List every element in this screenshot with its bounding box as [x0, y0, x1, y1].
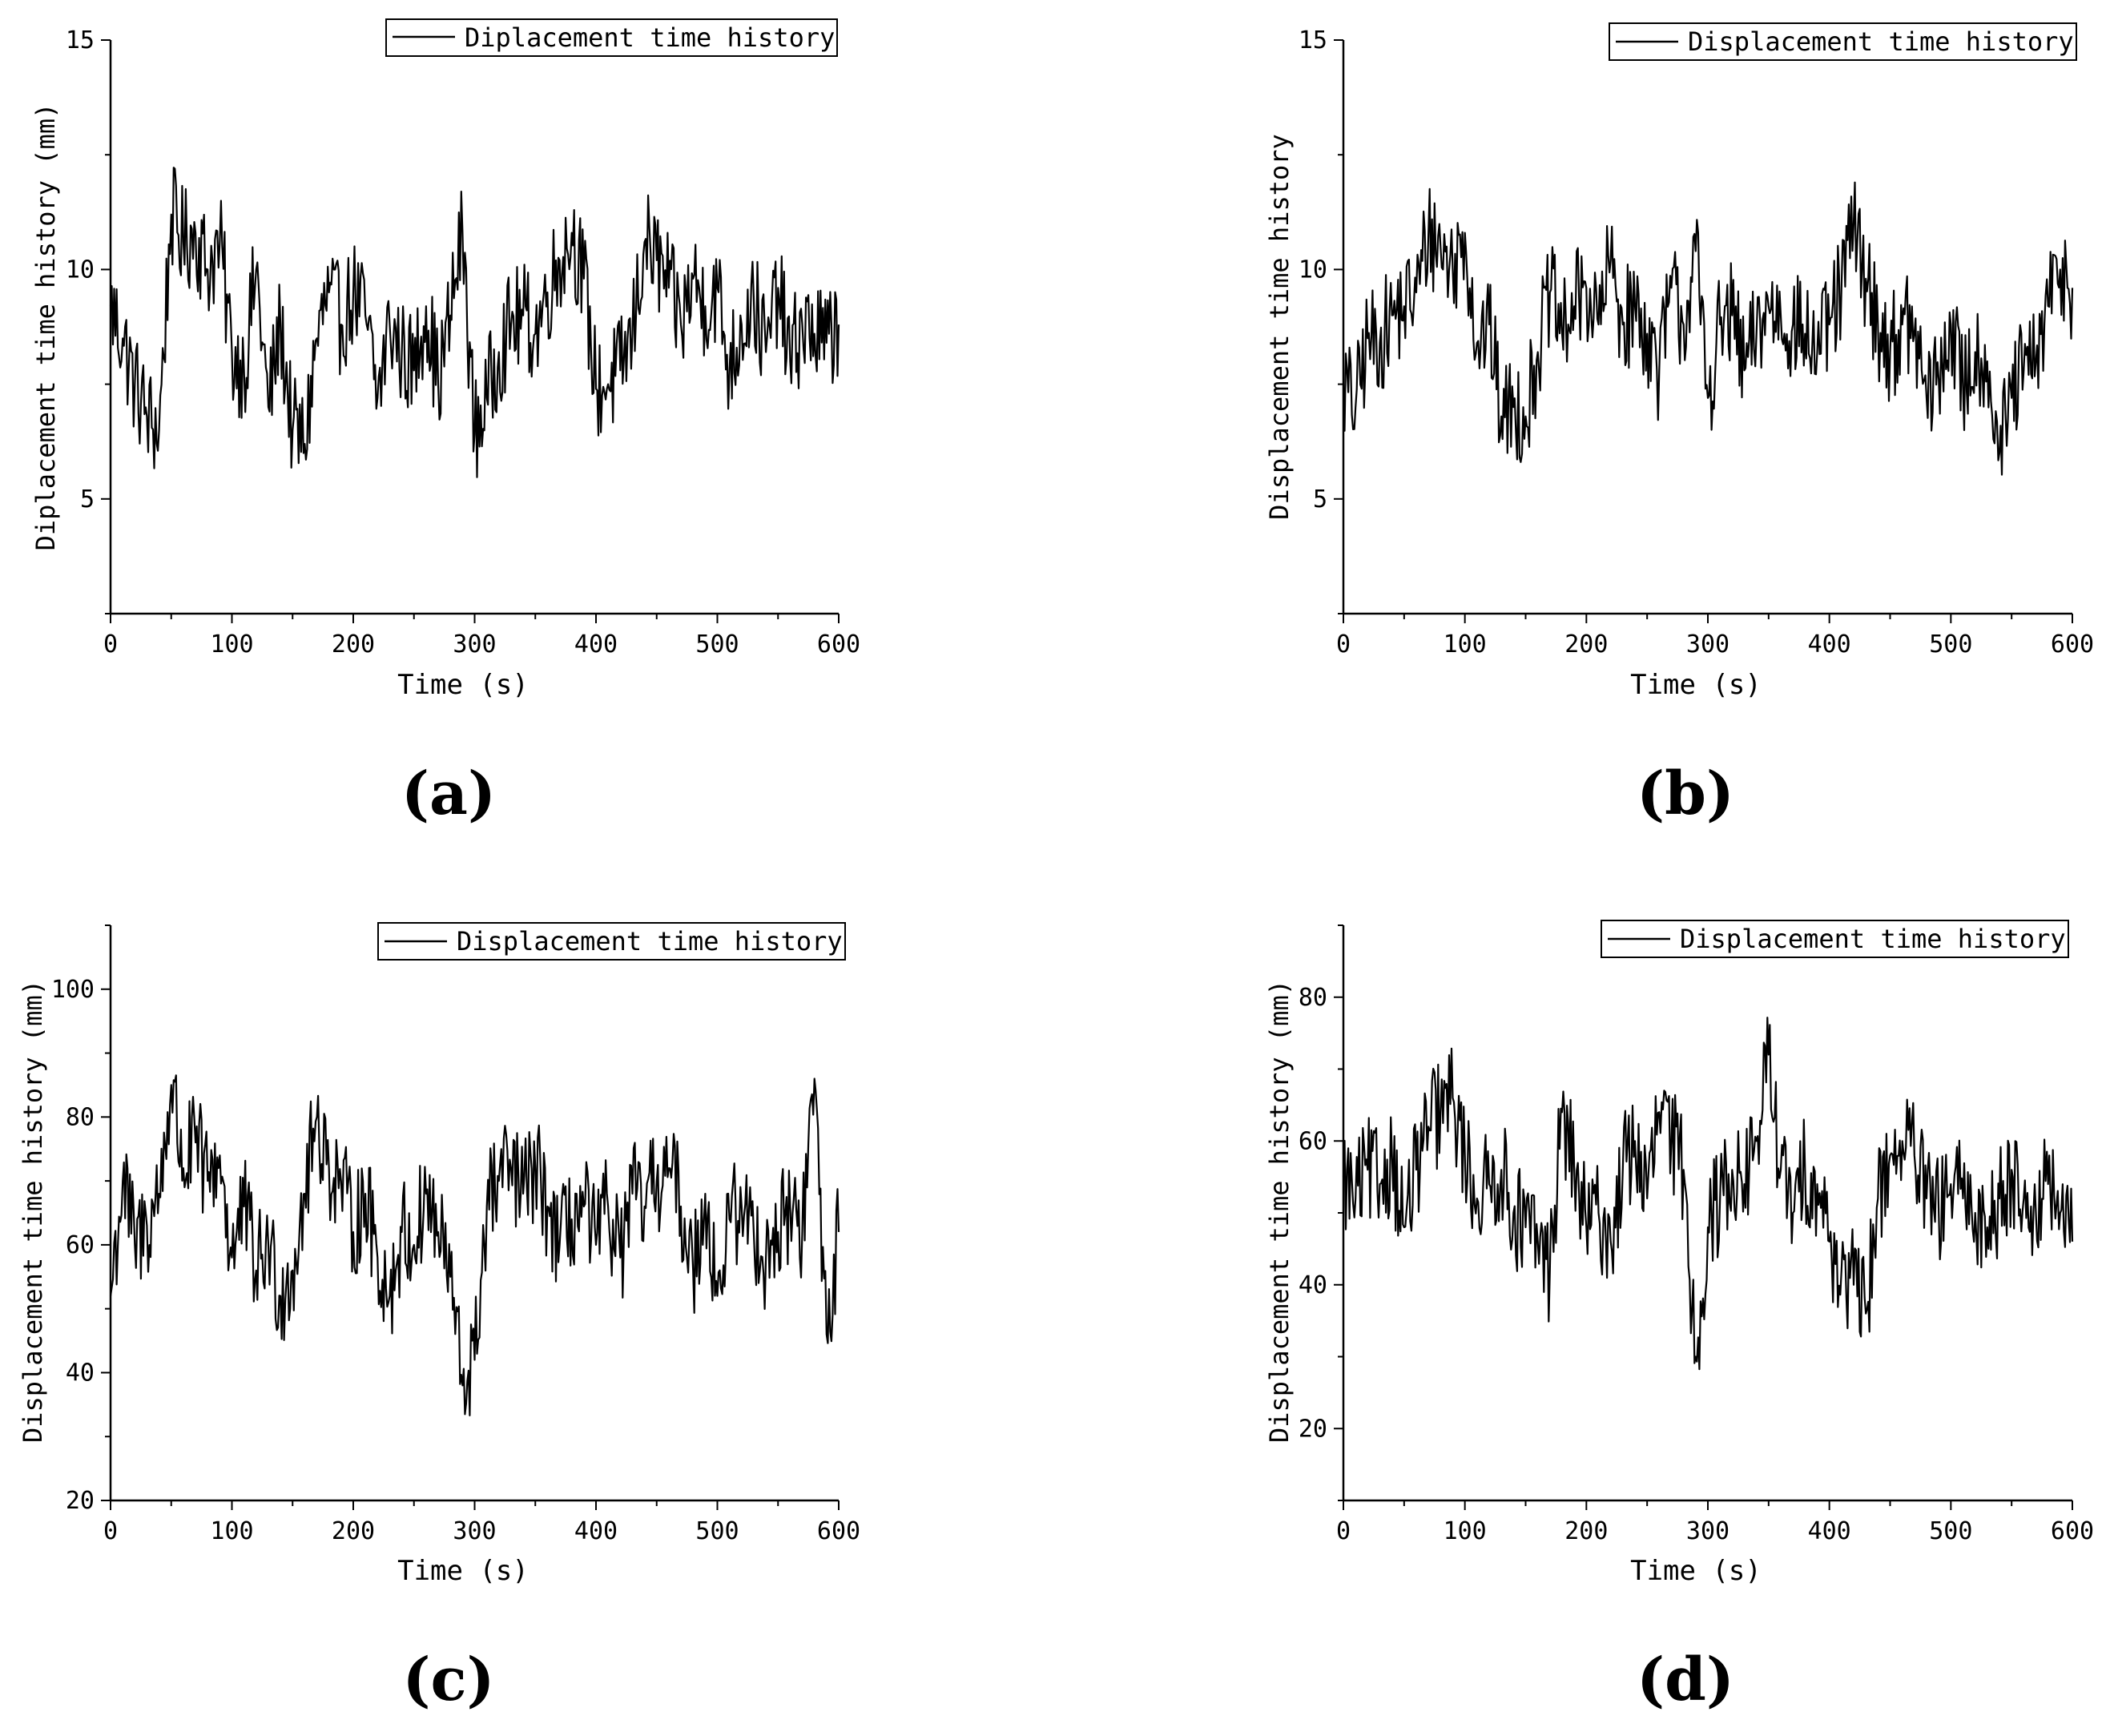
y-tick-label: 40: [1299, 1271, 1327, 1299]
y-tick-label: 20: [66, 1487, 95, 1515]
x-tick-label: 300: [453, 630, 496, 659]
series-line: [1342, 1017, 2074, 1371]
axes-b: 0 100 200 300 400 500 600 5 10 15: [1299, 26, 2094, 659]
y-tick-label: 100: [51, 976, 95, 1004]
y-axis-title-d: Displacement time history (mm): [1264, 980, 1295, 1443]
x-tick-label: 300: [1686, 1517, 1729, 1545]
axes-d: 0 100 200 300 400 500 600 20 40 60 80: [1299, 924, 2094, 1545]
x-tick-label: 500: [695, 1517, 739, 1545]
x-tick-label: 100: [210, 630, 253, 659]
legend-b: Displacement time history: [1609, 22, 2077, 61]
x-tick-label: 0: [103, 1517, 118, 1545]
x-tick-label: 500: [695, 630, 739, 659]
series-line-d: [1342, 1017, 2074, 1371]
y-axis-title-b: Displacement time history: [1264, 134, 1295, 520]
x-tick-label: 600: [817, 1517, 860, 1545]
x-tick-label: 100: [210, 1517, 253, 1545]
x-tick-label: 0: [1336, 630, 1351, 659]
legend-box-a: [385, 18, 838, 57]
panel-label-c: (c): [402, 1645, 494, 1714]
series-line: [109, 167, 840, 478]
y-tick-label: 60: [66, 1231, 95, 1259]
x-tick-label: 600: [2051, 630, 2094, 659]
y-tick-label: 40: [66, 1359, 95, 1387]
legend-c: Displacement time history: [377, 922, 846, 961]
y-tick-label: 5: [80, 485, 95, 514]
axes-c: 0 100 200 300 400 500 600 20 40 60 80 100: [51, 924, 860, 1545]
legend-box-b: [1609, 22, 2077, 61]
chart-panel-c: 0 100 200 300 400 500 600 20 40 60 80 100 Displacem…: [18, 922, 860, 1714]
legend-box-c: [377, 922, 846, 961]
panel-label-a: (a): [401, 759, 496, 828]
x-tick-label: 400: [1808, 1517, 1851, 1545]
y-tick-label: 80: [66, 1103, 95, 1131]
x-tick-label: 500: [1929, 1517, 1972, 1545]
legend-label-d: Displacement time history: [1680, 924, 2066, 954]
x-tick-label: 500: [1929, 630, 1972, 659]
y-tick-label: 60: [1299, 1127, 1327, 1155]
panel-label-b: (b): [1637, 759, 1734, 828]
x-tick-label: 100: [1444, 630, 1487, 659]
x-tick-label: 400: [574, 630, 618, 659]
x-tick-label: 200: [332, 630, 375, 659]
y-tick-label: 20: [1299, 1415, 1327, 1443]
x-tick-label: 300: [1686, 630, 1729, 659]
x-tick-label: 200: [1564, 630, 1608, 659]
x-axis-title-a: Time (s): [397, 669, 529, 701]
y-tick-label: 80: [1299, 984, 1327, 1012]
x-tick-label: 200: [332, 1517, 375, 1545]
x-tick-label: 400: [1808, 630, 1851, 659]
legend-d: Displacement time history: [1601, 920, 2069, 958]
legend-label-a: Diplacement time history: [465, 22, 835, 53]
y-axis-title-a: Diplacement time history (mm): [30, 103, 61, 551]
chart-panel-b: 0 100 200 300 400 500 600 5 10 15 Displacement ti…: [1264, 22, 2094, 828]
legend-label-c: Displacement time history: [457, 926, 843, 957]
panel-label-d: (d): [1637, 1645, 1734, 1714]
legend-label-b: Displacement time history: [1688, 26, 2074, 57]
legend-box-d: [1601, 920, 2069, 958]
y-tick-label: 15: [1299, 26, 1327, 54]
x-tick-label: 0: [103, 630, 118, 659]
x-tick-label: 600: [2051, 1517, 2094, 1545]
x-tick-label: 0: [1336, 1517, 1351, 1545]
y-axis-title-c: Displacement time history (mm): [18, 980, 48, 1443]
series-line-b: [1342, 181, 2074, 476]
y-tick-label: 10: [1299, 256, 1327, 284]
legend-a: Diplacement time history: [385, 18, 838, 57]
x-tick-label: 600: [817, 630, 860, 659]
chart-panel-d: 0 100 200 300 400 500 600 20 40 60 80 Displacement…: [1264, 920, 2094, 1714]
x-tick-label: 400: [574, 1517, 618, 1545]
y-tick-label: 5: [1313, 485, 1327, 514]
series-line-c: [109, 1074, 840, 1416]
x-axis-title-b: Time (s): [1630, 669, 1762, 701]
x-tick-label: 100: [1444, 1517, 1487, 1545]
series-line-a: [109, 167, 840, 478]
series-line: [109, 1074, 840, 1416]
chart-panel-a: 0 100 200 300 400 500 600 5 10 15 Diplacement tim…: [30, 18, 860, 828]
x-axis-title-c: Time (s): [397, 1555, 529, 1587]
axes-a: 0 100 200 300 400 500 600 5 10 15: [66, 26, 860, 659]
x-tick-label: 200: [1564, 1517, 1608, 1545]
y-tick-label: 15: [66, 26, 95, 54]
x-axis-title-d: Time (s): [1630, 1555, 1762, 1587]
x-tick-label: 300: [453, 1517, 496, 1545]
y-tick-label: 10: [66, 256, 95, 284]
series-line: [1342, 181, 2074, 476]
